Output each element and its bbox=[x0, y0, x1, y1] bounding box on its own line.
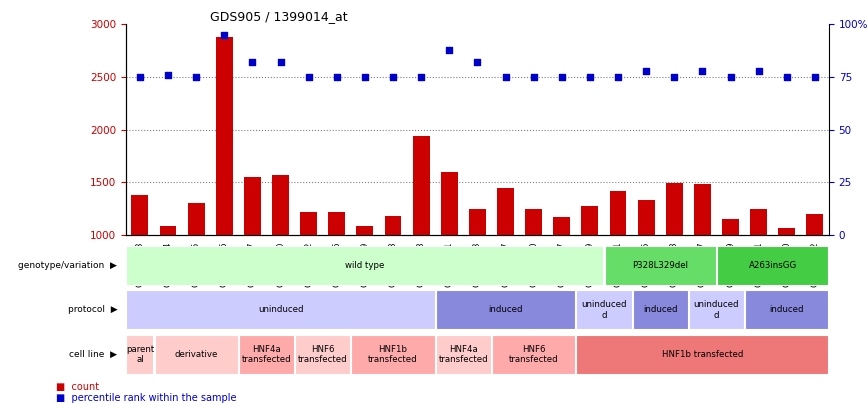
Bar bbox=[127, 246, 603, 285]
Bar bbox=[638, 200, 654, 235]
Text: parent
al: parent al bbox=[126, 345, 154, 364]
Bar bbox=[160, 226, 176, 235]
Text: ■  percentile rank within the sample: ■ percentile rank within the sample bbox=[56, 393, 237, 403]
Bar bbox=[553, 217, 570, 235]
Text: protocol  ▶: protocol ▶ bbox=[68, 305, 117, 314]
Text: A263insGG: A263insGG bbox=[748, 261, 797, 270]
Bar bbox=[328, 212, 345, 235]
Bar bbox=[779, 228, 795, 235]
Bar bbox=[155, 335, 238, 374]
Point bbox=[639, 67, 653, 74]
Bar bbox=[497, 188, 514, 235]
Text: HNF4a
transfected: HNF4a transfected bbox=[438, 345, 488, 364]
Bar bbox=[609, 191, 627, 235]
Text: HNF1b
transfected: HNF1b transfected bbox=[368, 345, 418, 364]
Bar bbox=[604, 246, 716, 285]
Bar bbox=[576, 290, 632, 329]
Point bbox=[611, 74, 625, 80]
Point bbox=[443, 46, 457, 53]
Bar bbox=[187, 203, 205, 235]
Bar bbox=[582, 207, 598, 235]
Bar bbox=[127, 335, 154, 374]
Bar bbox=[295, 335, 351, 374]
Bar bbox=[441, 172, 457, 235]
Text: HNF6
transfected: HNF6 transfected bbox=[509, 345, 558, 364]
Bar bbox=[750, 209, 767, 235]
Bar bbox=[694, 184, 711, 235]
Bar bbox=[357, 226, 373, 235]
Bar bbox=[412, 136, 430, 235]
Point bbox=[527, 74, 541, 80]
Bar bbox=[666, 183, 683, 235]
Point bbox=[133, 74, 147, 80]
Bar bbox=[131, 195, 148, 235]
Text: induced: induced bbox=[489, 305, 523, 314]
Text: genotype/variation  ▶: genotype/variation ▶ bbox=[18, 261, 117, 270]
Point bbox=[667, 74, 681, 80]
Bar bbox=[689, 290, 744, 329]
Bar bbox=[492, 335, 575, 374]
Text: induced: induced bbox=[643, 305, 677, 314]
Point bbox=[752, 67, 766, 74]
Bar bbox=[633, 290, 687, 329]
Bar bbox=[806, 214, 824, 235]
Point bbox=[189, 74, 203, 80]
Text: uninduced: uninduced bbox=[258, 305, 303, 314]
Text: ■  count: ■ count bbox=[56, 382, 100, 392]
Point bbox=[695, 67, 709, 74]
Point bbox=[498, 74, 512, 80]
Text: cell line  ▶: cell line ▶ bbox=[69, 350, 117, 359]
Point bbox=[273, 59, 287, 66]
Point bbox=[470, 59, 484, 66]
Bar bbox=[300, 212, 317, 235]
Point bbox=[414, 74, 428, 80]
Text: HNF1b transfected: HNF1b transfected bbox=[661, 350, 743, 359]
Point bbox=[217, 32, 231, 38]
Point bbox=[246, 59, 260, 66]
Point bbox=[583, 74, 597, 80]
Bar bbox=[436, 335, 491, 374]
Text: wild type: wild type bbox=[345, 261, 385, 270]
Bar bbox=[127, 290, 435, 329]
Bar bbox=[239, 335, 294, 374]
Text: induced: induced bbox=[770, 305, 804, 314]
Point bbox=[161, 72, 175, 78]
Text: HNF6
transfected: HNF6 transfected bbox=[298, 345, 347, 364]
Text: P328L329del: P328L329del bbox=[632, 261, 688, 270]
Point bbox=[358, 74, 372, 80]
Bar bbox=[722, 219, 739, 235]
Text: GDS905 / 1399014_at: GDS905 / 1399014_at bbox=[210, 10, 348, 23]
Bar bbox=[576, 335, 828, 374]
Bar bbox=[525, 209, 542, 235]
Bar bbox=[436, 290, 575, 329]
Text: uninduced
d: uninduced d bbox=[694, 300, 740, 320]
Text: uninduced
d: uninduced d bbox=[582, 300, 627, 320]
Bar bbox=[244, 177, 261, 235]
Point bbox=[779, 74, 793, 80]
Point bbox=[330, 74, 344, 80]
Text: derivative: derivative bbox=[174, 350, 218, 359]
Bar bbox=[216, 37, 233, 235]
Bar bbox=[352, 335, 435, 374]
Bar bbox=[469, 209, 486, 235]
Point bbox=[386, 74, 400, 80]
Bar bbox=[272, 175, 289, 235]
Point bbox=[555, 74, 569, 80]
Point bbox=[724, 74, 738, 80]
Point bbox=[808, 74, 822, 80]
Text: HNF4a
transfected: HNF4a transfected bbox=[241, 345, 292, 364]
Point bbox=[302, 74, 316, 80]
Bar bbox=[745, 290, 828, 329]
Bar bbox=[717, 246, 828, 285]
Bar bbox=[385, 216, 402, 235]
